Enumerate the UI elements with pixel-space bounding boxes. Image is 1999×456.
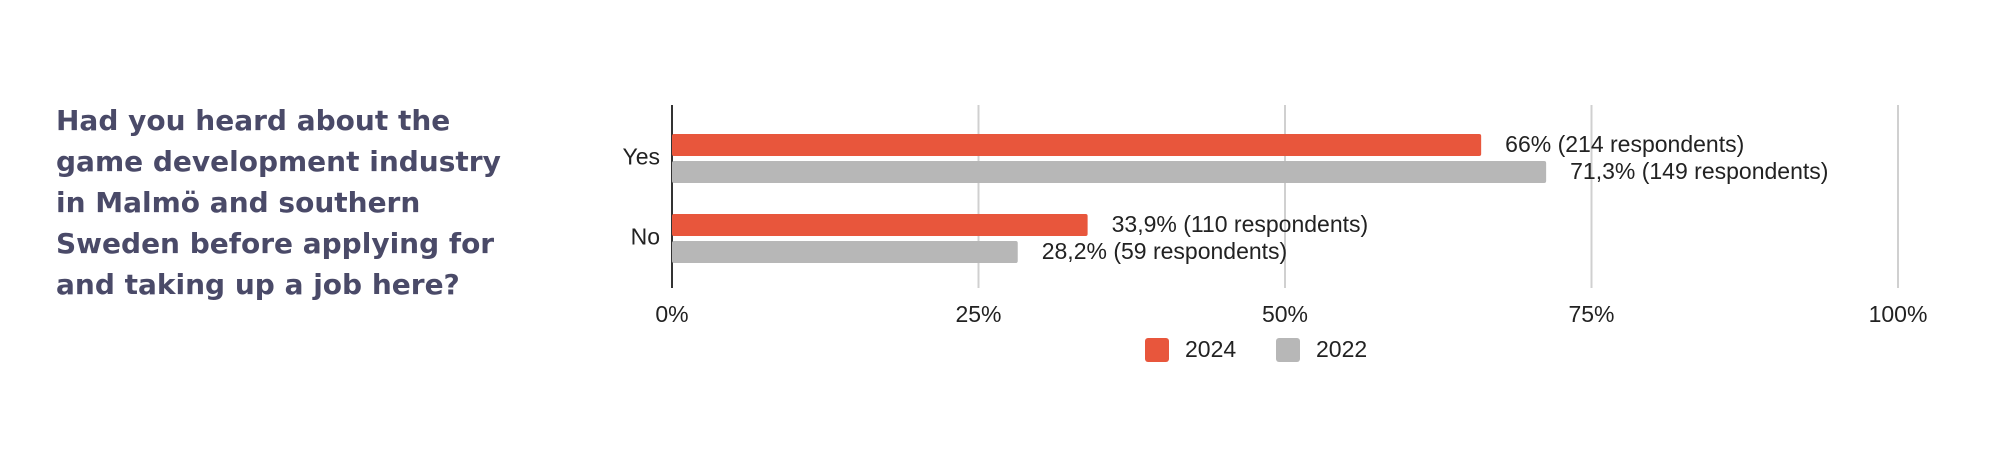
legend-label: 2024 <box>1185 336 1236 362</box>
chart-title: Had you heard about the game development… <box>56 104 501 301</box>
x-tick-label: 25% <box>955 301 1001 327</box>
bar <box>672 241 1018 263</box>
data-label: 71,3% (149 respondents) <box>1570 158 1828 184</box>
bar <box>672 214 1088 236</box>
y-tick-label: No <box>631 224 660 250</box>
data-label: 33,9% (110 respondents) <box>1112 211 1369 237</box>
bar <box>672 134 1482 156</box>
data-label: 28,2% (59 respondents) <box>1042 238 1288 264</box>
data-label: 66% (214 respondents) <box>1505 131 1744 157</box>
legend-swatch <box>1145 338 1169 362</box>
y-tick-label: Yes <box>622 144 660 170</box>
legend-swatch <box>1276 338 1300 362</box>
legend-label: 2022 <box>1316 336 1367 362</box>
bar <box>672 161 1547 183</box>
x-tick-label: 50% <box>1262 301 1308 327</box>
x-tick-label: 100% <box>1869 301 1928 327</box>
x-tick-label: 0% <box>655 301 688 327</box>
x-tick-label: 75% <box>1568 301 1614 327</box>
